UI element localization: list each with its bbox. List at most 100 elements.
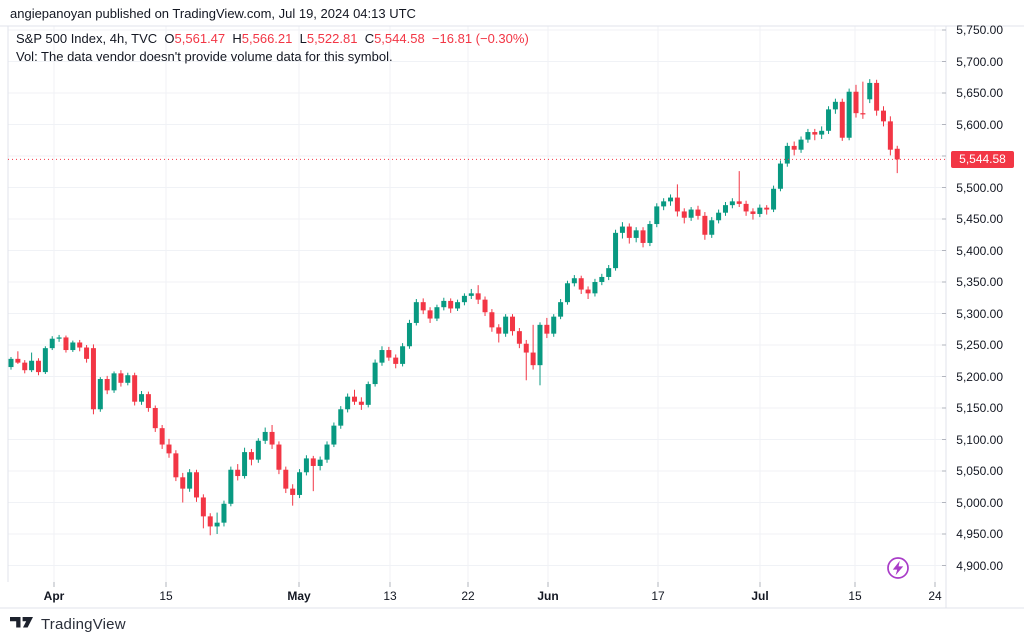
candle-body xyxy=(702,215,708,235)
footer: TradingView xyxy=(10,616,126,633)
candle-body xyxy=(77,342,83,348)
candle-body xyxy=(674,197,680,212)
candle-body xyxy=(297,472,303,495)
candle-body xyxy=(434,307,440,319)
candle-body xyxy=(722,205,728,213)
chart-legend: S&P 500 Index, 4h, TVC O5,561.47 H5,566.… xyxy=(16,30,529,66)
time-axis-label: 22 xyxy=(461,589,475,603)
candle-body xyxy=(777,163,783,189)
candle-body xyxy=(633,230,639,238)
candle-body xyxy=(276,444,282,470)
candle-body xyxy=(193,472,199,498)
candle-body xyxy=(166,444,172,454)
volume-note: Vol: The data vendor doesn't provide vol… xyxy=(16,49,393,64)
price-axis-label: 5,400.00 xyxy=(956,243,1003,258)
candle-body xyxy=(248,452,254,460)
candle-body xyxy=(303,458,309,473)
candle-body xyxy=(805,132,811,140)
candle-body xyxy=(132,375,138,402)
price-axis-label: 5,500.00 xyxy=(956,180,1003,195)
candle-body xyxy=(283,469,289,489)
candle-body xyxy=(97,379,103,410)
candle-body xyxy=(310,458,316,466)
price-axis-label: 5,700.00 xyxy=(956,54,1003,69)
time-axis-label: 17 xyxy=(651,589,665,603)
candle-body xyxy=(324,444,330,460)
candle-body xyxy=(290,488,296,495)
candle-body xyxy=(564,283,570,303)
time-axis-label: May xyxy=(287,589,311,603)
ohlc-close: C5,544.58 xyxy=(364,31,425,46)
candle-body xyxy=(207,516,213,527)
candle-body xyxy=(187,472,193,489)
candle-body xyxy=(496,327,502,334)
candle-body xyxy=(688,209,694,218)
candle-body xyxy=(441,300,447,308)
candle-body xyxy=(42,348,48,373)
candle-body xyxy=(523,343,529,353)
price-axis-label: 5,750.00 xyxy=(956,23,1003,37)
candle-body xyxy=(516,331,522,344)
last-price-badge: 5,544.58 xyxy=(951,150,1014,168)
price-axis-label: 5,150.00 xyxy=(956,401,1003,415)
candle-body xyxy=(530,352,536,366)
candle-body xyxy=(214,522,220,527)
candle-body xyxy=(826,109,832,131)
candle-body xyxy=(159,428,165,445)
flash-icon[interactable] xyxy=(887,557,909,579)
candle-body xyxy=(22,362,28,371)
candle-body xyxy=(551,316,557,334)
candle-body xyxy=(475,293,481,300)
candle-body xyxy=(874,82,880,111)
candle-body xyxy=(482,299,488,313)
candle-body xyxy=(894,148,900,160)
candle-body xyxy=(180,477,186,489)
candle-body xyxy=(8,358,14,368)
candle-body xyxy=(764,207,770,210)
candle-body xyxy=(461,295,467,303)
candle-body xyxy=(455,302,461,309)
ohlc-open: O5,561.47 xyxy=(164,31,226,46)
price-axis-label: 5,250.00 xyxy=(956,338,1003,352)
candle-body xyxy=(173,453,179,478)
price-axis-label: 4,950.00 xyxy=(956,527,1003,541)
candle-body xyxy=(640,230,646,243)
candle-body xyxy=(255,440,261,460)
candle-body xyxy=(35,360,41,373)
candle-body xyxy=(63,337,69,351)
candle-body xyxy=(757,207,763,214)
candle-body xyxy=(228,469,234,504)
candle-body xyxy=(585,289,591,294)
time-axis-label: Jul xyxy=(751,589,769,603)
candle-body xyxy=(558,302,564,317)
candle-body xyxy=(345,396,351,410)
candle-body xyxy=(317,459,323,466)
price-axis-label: 4,900.00 xyxy=(956,558,1003,573)
candle-body xyxy=(90,348,96,410)
candle-body xyxy=(200,497,206,517)
price-axis-label: 5,650.00 xyxy=(956,86,1003,100)
ohlc-low: L5,522.81 xyxy=(299,31,358,46)
candle-body xyxy=(798,139,804,150)
price-axis-label: 5,450.00 xyxy=(956,212,1003,226)
time-axis-label: 15 xyxy=(159,589,173,603)
candle-body xyxy=(571,278,577,284)
candle-body xyxy=(379,350,385,363)
legend-main-row: S&P 500 Index, 4h, TVC O5,561.47 H5,566.… xyxy=(16,30,529,48)
candle-body xyxy=(393,357,399,364)
candle-body xyxy=(668,197,674,202)
price-axis-label: 5,600.00 xyxy=(956,117,1003,132)
tradingview-brand-link[interactable]: TradingView xyxy=(41,616,126,633)
candle-body xyxy=(887,121,893,150)
candle-body xyxy=(242,452,248,477)
candle-body xyxy=(118,373,124,383)
candle-body xyxy=(448,300,454,309)
candle-body xyxy=(771,188,777,210)
time-axis-label: 15 xyxy=(848,589,862,603)
candle-body xyxy=(729,201,735,206)
candle-body xyxy=(84,347,90,359)
time-axis-label: Apr xyxy=(43,589,65,603)
time-axis-label: 13 xyxy=(383,589,397,603)
